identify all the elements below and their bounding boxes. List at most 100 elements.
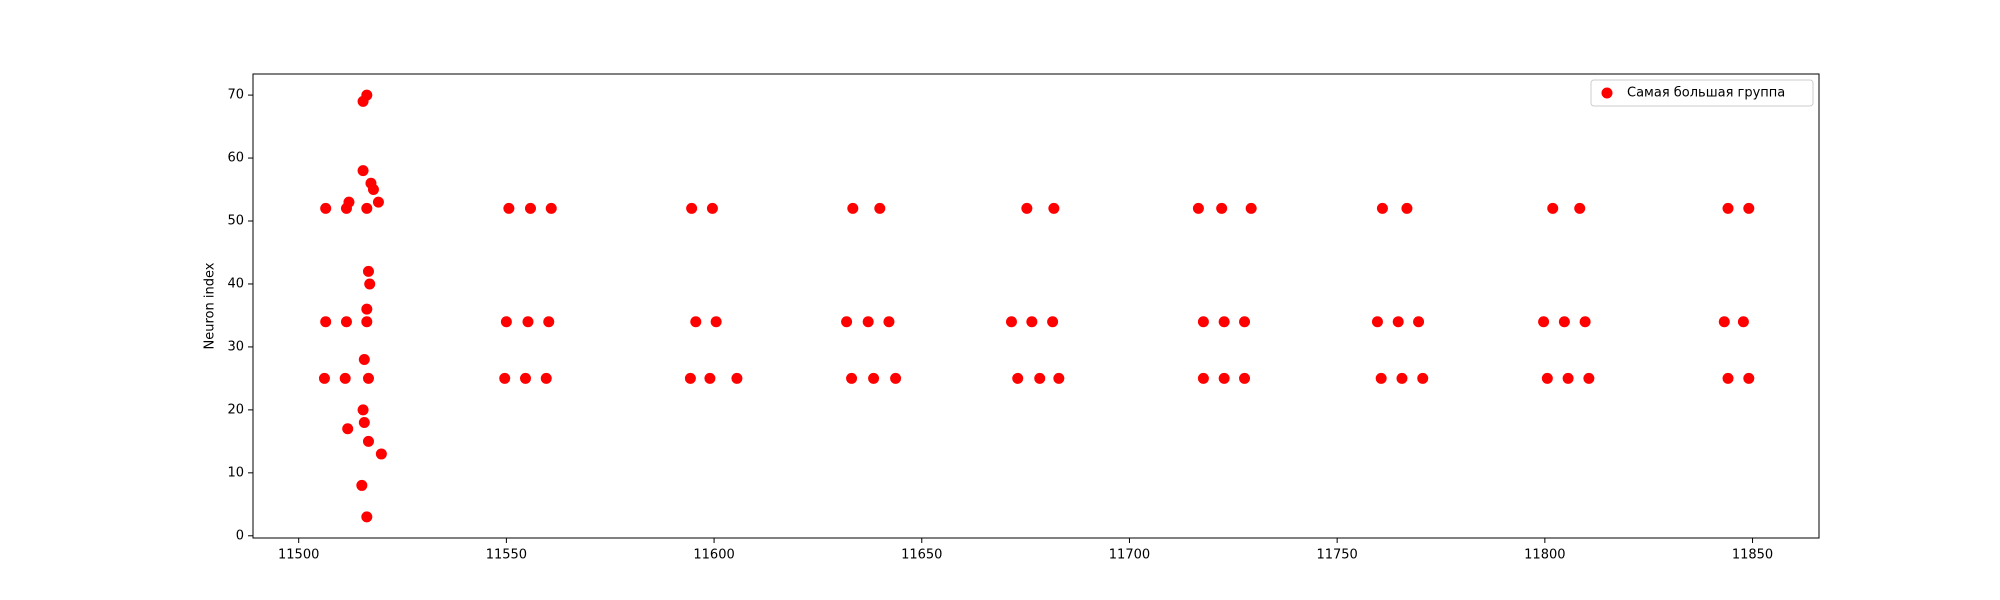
point [846, 372, 858, 384]
point [1005, 316, 1017, 328]
point [357, 165, 369, 177]
point [545, 202, 557, 214]
y-tick-label: 70 [227, 88, 244, 103]
point [686, 202, 698, 214]
point [731, 372, 743, 384]
point [1218, 316, 1230, 328]
y-tick-label: 10 [227, 465, 244, 480]
point [1245, 202, 1257, 214]
point [1048, 202, 1060, 214]
x-tick-label: 11750 [1316, 548, 1357, 563]
point [706, 202, 718, 214]
legend-label: Самая большая группа [1627, 86, 1785, 101]
point [364, 278, 376, 290]
point [1579, 316, 1591, 328]
point [540, 372, 552, 384]
point [862, 316, 874, 328]
point [1541, 372, 1553, 384]
point [375, 448, 387, 460]
point [500, 316, 512, 328]
y-tick-label: 20 [227, 402, 244, 417]
point [503, 202, 515, 214]
x-tick-label: 11500 [278, 548, 319, 563]
point [1239, 316, 1251, 328]
point [1396, 372, 1408, 384]
point [1012, 372, 1024, 384]
point [1401, 202, 1413, 214]
point [874, 202, 886, 214]
point [1371, 316, 1383, 328]
point [524, 202, 536, 214]
point [847, 202, 859, 214]
y-tick-label: 40 [227, 276, 244, 291]
y-tick-label: 60 [227, 151, 244, 166]
point [1722, 202, 1734, 214]
point [367, 184, 379, 196]
point [320, 316, 332, 328]
point [522, 316, 534, 328]
point [340, 316, 352, 328]
point [1722, 372, 1734, 384]
point [1376, 202, 1388, 214]
point [362, 265, 374, 277]
point [684, 372, 696, 384]
point [710, 316, 722, 328]
point [1047, 316, 1059, 328]
point [320, 202, 332, 214]
point [358, 354, 370, 366]
point [1053, 372, 1065, 384]
point [342, 423, 354, 435]
point [1392, 316, 1404, 328]
point [1718, 316, 1730, 328]
point [1574, 202, 1586, 214]
point [1743, 372, 1755, 384]
point [357, 404, 369, 416]
point [1218, 372, 1230, 384]
y-tick-label: 0 [236, 528, 244, 543]
point [868, 372, 880, 384]
y-tick-label: 30 [227, 339, 244, 354]
point [361, 511, 373, 523]
point [1021, 202, 1033, 214]
x-tick-label: 11600 [693, 548, 734, 563]
point [1197, 372, 1209, 384]
point [361, 202, 373, 214]
point [1562, 372, 1574, 384]
point [543, 316, 555, 328]
x-tick-label: 11650 [901, 548, 942, 563]
x-tick-label: 11850 [1732, 548, 1773, 563]
point [356, 479, 368, 491]
point [890, 372, 902, 384]
legend-box [1590, 79, 1814, 107]
point [1239, 372, 1251, 384]
point [362, 372, 374, 384]
point [1197, 316, 1209, 328]
point [499, 372, 511, 384]
x-tick-label: 11700 [1109, 548, 1150, 563]
point [1417, 372, 1429, 384]
point [1375, 372, 1387, 384]
point [361, 316, 373, 328]
x-tick-label: 11800 [1524, 548, 1565, 563]
legend-marker [1601, 87, 1613, 99]
point [841, 316, 853, 328]
point [1216, 202, 1228, 214]
y-tick-label: 50 [227, 214, 244, 229]
point [1583, 372, 1595, 384]
point [358, 416, 370, 428]
point [361, 303, 373, 315]
point [372, 196, 384, 208]
point [690, 316, 702, 328]
point [339, 372, 351, 384]
point [362, 435, 374, 447]
point [519, 372, 531, 384]
point [704, 372, 716, 384]
x-tick-label: 11550 [486, 548, 527, 563]
point [1743, 202, 1755, 214]
point [1538, 316, 1550, 328]
point [1737, 316, 1749, 328]
point [1026, 316, 1038, 328]
point [883, 316, 895, 328]
point [361, 89, 373, 101]
